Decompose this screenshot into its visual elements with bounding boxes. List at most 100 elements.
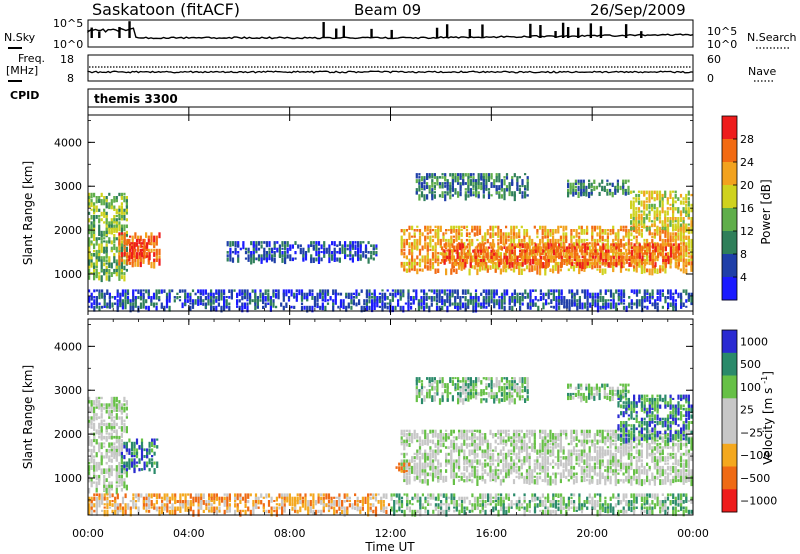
heat-cell: [653, 190, 656, 194]
heat-cell: [500, 246, 503, 251]
heat-cell: [306, 299, 309, 302]
heat-cell: [674, 509, 677, 517]
heat-cell: [310, 257, 313, 264]
heat-cell: [635, 506, 638, 509]
heat-cell: [153, 438, 156, 443]
heat-cell: [341, 500, 344, 506]
heat-cell: [88, 305, 91, 308]
heat-cell: [664, 252, 667, 259]
heat-cell: [578, 493, 581, 500]
heat-cell: [599, 252, 602, 260]
heat-cell: [682, 255, 685, 259]
heat-cell: [581, 302, 584, 310]
heat-cell: [424, 449, 427, 455]
heat-cell: [502, 509, 505, 515]
heat-cell: [444, 173, 447, 177]
heat-cell: [450, 429, 453, 436]
heat-cell: [657, 249, 660, 253]
heat-cell: [115, 208, 118, 214]
heat-cell: [651, 190, 654, 195]
heat-cell: [315, 257, 318, 262]
heat-cell: [241, 302, 244, 307]
heat-cell: [147, 296, 150, 300]
heat-cell: [499, 238, 502, 244]
heat-cell: [612, 246, 615, 254]
heat-cell: [323, 251, 326, 255]
heat-cell: [418, 185, 421, 192]
heat-cell: [273, 254, 276, 257]
heat-cell: [424, 265, 427, 269]
heat-cell: [306, 292, 309, 299]
heat-cell: [120, 464, 123, 468]
heat-cell: [472, 299, 475, 306]
heat-cell: [317, 493, 320, 499]
heat-cell: [429, 459, 432, 464]
heat-cell: [143, 461, 146, 466]
heat-cell: [93, 253, 96, 257]
heat-cell: [657, 246, 660, 250]
heat-cell: [524, 185, 527, 191]
heat-cell: [466, 496, 469, 500]
heat-cell: [368, 292, 371, 299]
heat-cell: [95, 474, 98, 481]
heat-cell: [570, 506, 573, 509]
heat-cell: [625, 268, 628, 271]
heat-cell: [554, 509, 557, 516]
heat-cell: [552, 246, 555, 252]
heat-cell: [312, 496, 315, 504]
heat-cell: [98, 426, 101, 429]
heat-cell: [348, 496, 351, 500]
heat-cell: [643, 299, 646, 303]
heat-cell: [360, 305, 363, 313]
heat-cell: [179, 509, 182, 513]
heat-cell: [510, 268, 513, 271]
heat-cell: [495, 249, 498, 253]
heat-cell: [116, 305, 119, 312]
heat-cell: [113, 272, 116, 275]
heat-cell: [123, 464, 126, 470]
heat-cell: [123, 196, 126, 203]
heat-cell: [640, 496, 643, 502]
heat-cell: [537, 259, 540, 266]
heat-cell: [630, 259, 634, 264]
heat-cell: [93, 445, 96, 449]
heat-cell: [372, 503, 375, 508]
heat-cell: [446, 182, 449, 187]
heat-cell: [311, 289, 314, 293]
heat-cell: [596, 268, 599, 271]
heat-cell: [669, 207, 672, 211]
heat-cell: [113, 253, 116, 258]
heat-cell: [133, 252, 136, 256]
heat-cell: [532, 302, 535, 307]
heat-cell: [648, 207, 651, 210]
heat-cell: [640, 213, 643, 219]
heat-cell: [505, 506, 508, 509]
heat-cell: [105, 259, 108, 263]
heat-cell: [110, 403, 113, 410]
heat-cell: [533, 225, 536, 229]
heat-cell: [130, 441, 134, 449]
heat-cell: [118, 435, 121, 443]
heat-cell: [489, 479, 492, 482]
heat-cell: [669, 292, 672, 299]
heat-cell: [90, 426, 93, 429]
heat-cell: [126, 238, 129, 246]
heat-cell: [679, 226, 683, 232]
heat-cell: [489, 433, 492, 436]
heat-cell: [120, 275, 123, 280]
heat-cell: [646, 305, 649, 310]
heat-cell: [309, 493, 312, 497]
heat-cell: [487, 493, 490, 499]
heat-cell: [387, 503, 391, 507]
heat-cell: [90, 296, 93, 301]
heat-cell: [403, 472, 406, 479]
heat-cell: [461, 259, 464, 265]
heat-cell: [616, 185, 619, 191]
heat-cell: [494, 232, 497, 236]
heat-cell: [489, 500, 492, 505]
heat-cell: [429, 465, 432, 471]
heat-cell: [437, 479, 440, 483]
heat-cell: [281, 257, 284, 263]
heat-cell: [440, 506, 443, 513]
heat-cell: [552, 496, 555, 500]
